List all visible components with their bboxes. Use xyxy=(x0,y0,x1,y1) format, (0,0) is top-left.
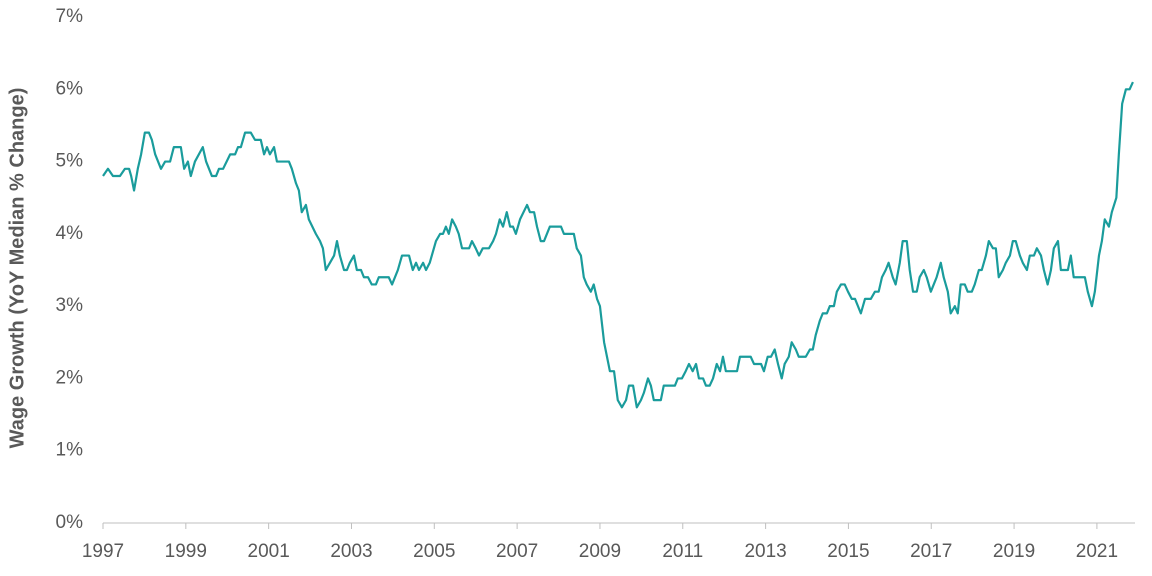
y-tick-label: 2% xyxy=(56,367,84,388)
x-tick-label: 2013 xyxy=(744,541,786,562)
x-tick-label: 2015 xyxy=(827,541,869,562)
x-tick-label: 2017 xyxy=(910,541,952,562)
y-tick-label: 1% xyxy=(56,440,84,461)
y-axis-title: Wage Growth (YoY Median % Change) xyxy=(6,88,28,449)
x-tick-label: 1997 xyxy=(82,541,124,562)
x-tick-label: 2005 xyxy=(413,541,455,562)
x-tick-label: 2019 xyxy=(993,541,1035,562)
x-tick-label: 2021 xyxy=(1076,541,1118,562)
x-tick-label: 2011 xyxy=(662,541,703,562)
x-tick-label: 1999 xyxy=(165,541,207,562)
x-tick-label: 2009 xyxy=(579,541,621,562)
y-tick-label: 7% xyxy=(56,6,84,27)
line xyxy=(102,81,1134,409)
x-tick-label: 2003 xyxy=(330,541,372,562)
y-tick-label: 3% xyxy=(56,295,84,316)
y-tick-label: 5% xyxy=(56,151,84,172)
y-tick-label: 4% xyxy=(56,223,84,244)
x-tick-label: 2001 xyxy=(248,541,290,562)
x-tick-label: 2007 xyxy=(496,541,538,562)
y-tick-label: 6% xyxy=(56,78,84,99)
y-tick-label: 0% xyxy=(56,512,84,533)
